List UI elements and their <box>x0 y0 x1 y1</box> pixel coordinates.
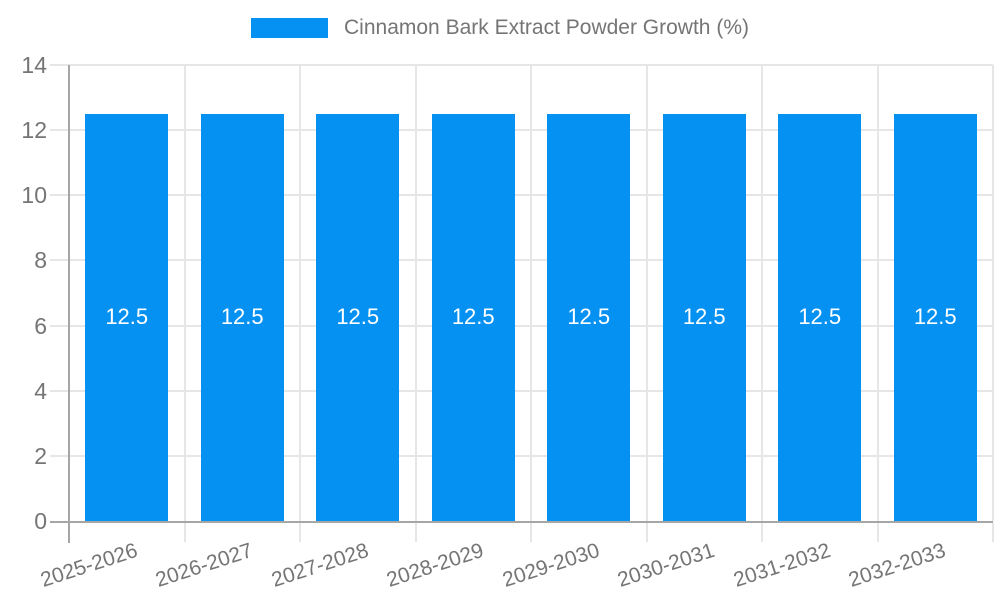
x-tick-mark <box>876 523 879 542</box>
x-tick-mark <box>414 523 417 542</box>
bar <box>893 113 977 521</box>
y-tick-label: 8 <box>34 247 47 274</box>
bar <box>662 113 746 521</box>
y-tick-label: 0 <box>34 508 47 534</box>
y-gridline <box>50 129 993 132</box>
y-gridline <box>50 454 993 457</box>
y-tick-label: 4 <box>34 377 47 404</box>
x-tick-mark <box>992 523 994 542</box>
x-tick-mark <box>299 523 301 542</box>
bar-value-label: 12.5 <box>220 304 264 330</box>
y-tick-label: 2 <box>34 442 47 469</box>
y-tick-label: 12 <box>21 117 47 144</box>
legend-swatch <box>251 18 329 38</box>
y-tick-label: 6 <box>34 312 47 339</box>
legend-label: Cinnamon Bark Extract Powder Growth (%) <box>344 16 749 39</box>
x-gridline <box>761 65 763 521</box>
x-gridline <box>645 65 648 521</box>
x-gridline <box>530 65 532 521</box>
x-tick-mark <box>530 523 532 542</box>
x-axis-line <box>50 521 993 523</box>
bar <box>200 113 284 521</box>
bar-value-label: 12.5 <box>451 304 495 330</box>
x-tick-mark <box>183 523 186 542</box>
x-gridline <box>876 65 879 521</box>
bar <box>85 113 169 521</box>
bar-value-label: 12.5 <box>682 304 726 330</box>
y-gridline <box>50 64 993 66</box>
x-gridline <box>414 65 417 521</box>
bar <box>778 113 862 521</box>
y-gridline <box>50 194 993 197</box>
x-gridline <box>183 65 186 521</box>
bar-value-label: 12.5 <box>105 304 149 330</box>
y-gridline <box>50 324 993 327</box>
bar-value-label: 12.5 <box>567 304 611 330</box>
bar <box>547 113 631 521</box>
bar-value-label: 12.5 <box>913 304 957 330</box>
x-tick-mark <box>761 523 763 542</box>
y-gridline <box>50 389 993 392</box>
bar <box>431 113 515 521</box>
y-tick-label: 10 <box>21 182 47 209</box>
x-tick-mark <box>645 523 648 542</box>
legend[interactable]: Cinnamon Bark Extract Powder Growth (%) <box>0 12 1000 44</box>
x-gridline <box>299 65 301 521</box>
y-axis-line <box>68 65 70 543</box>
bar <box>316 113 400 521</box>
y-tick-label: 14 <box>21 52 47 78</box>
bar-value-label: 12.5 <box>798 304 842 330</box>
y-gridline <box>50 259 993 262</box>
bar-value-label: 12.5 <box>336 304 380 330</box>
x-gridline <box>992 65 994 521</box>
